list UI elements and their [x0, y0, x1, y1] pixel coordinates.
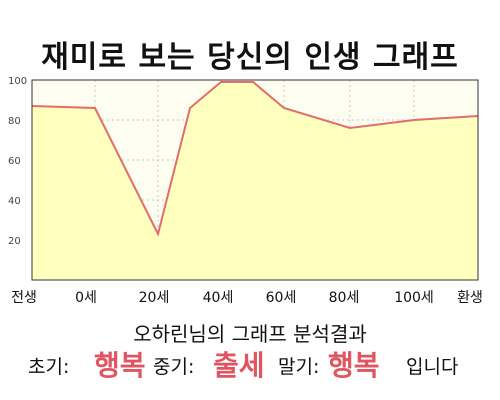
page-title: 재미로 보는 당신의 인생 그래프 [41, 40, 459, 75]
early-label: 초기: [28, 356, 70, 378]
early-value: 행복 [94, 349, 146, 382]
y-tick-label: 40 [8, 196, 21, 207]
x-tick-label: 20세 [139, 290, 170, 306]
y-tick-label: 20 [8, 236, 21, 247]
x-tick-label: 전생 [11, 290, 37, 306]
y-axis-ticks: 20 40 60 80 100 [8, 76, 27, 247]
x-axis-ticks: 전생 0세 20세 40세 60세 80세 100세 환생 [11, 290, 483, 306]
late-label: 말기: [278, 356, 320, 378]
plot-border [31, 79, 479, 281]
x-tick-label: 0세 [75, 290, 97, 306]
y-tick-label: 100 [8, 76, 27, 87]
analysis-title: 오하린님의 그래프 분석결과 [133, 322, 367, 346]
mid-value: 출세 [213, 349, 265, 382]
series-line [31, 81, 479, 237]
x-tick-label: 80세 [329, 290, 360, 306]
area-fill [32, 82, 478, 280]
ending-text: 입니다 [406, 356, 459, 378]
x-tick-label: 환생 [457, 290, 483, 306]
x-tick-label: 100세 [394, 290, 434, 306]
x-tick-label: 60세 [266, 290, 297, 306]
y-tick-label: 60 [8, 156, 21, 167]
y-tick-label: 80 [8, 116, 21, 127]
late-value: 행복 [328, 349, 380, 382]
x-tick-label: 40세 [203, 290, 234, 306]
analysis-summary: 초기: 행복 중기: 출세 말기: 행복 입니다 [0, 344, 500, 384]
mid-label: 중기: [153, 356, 195, 378]
